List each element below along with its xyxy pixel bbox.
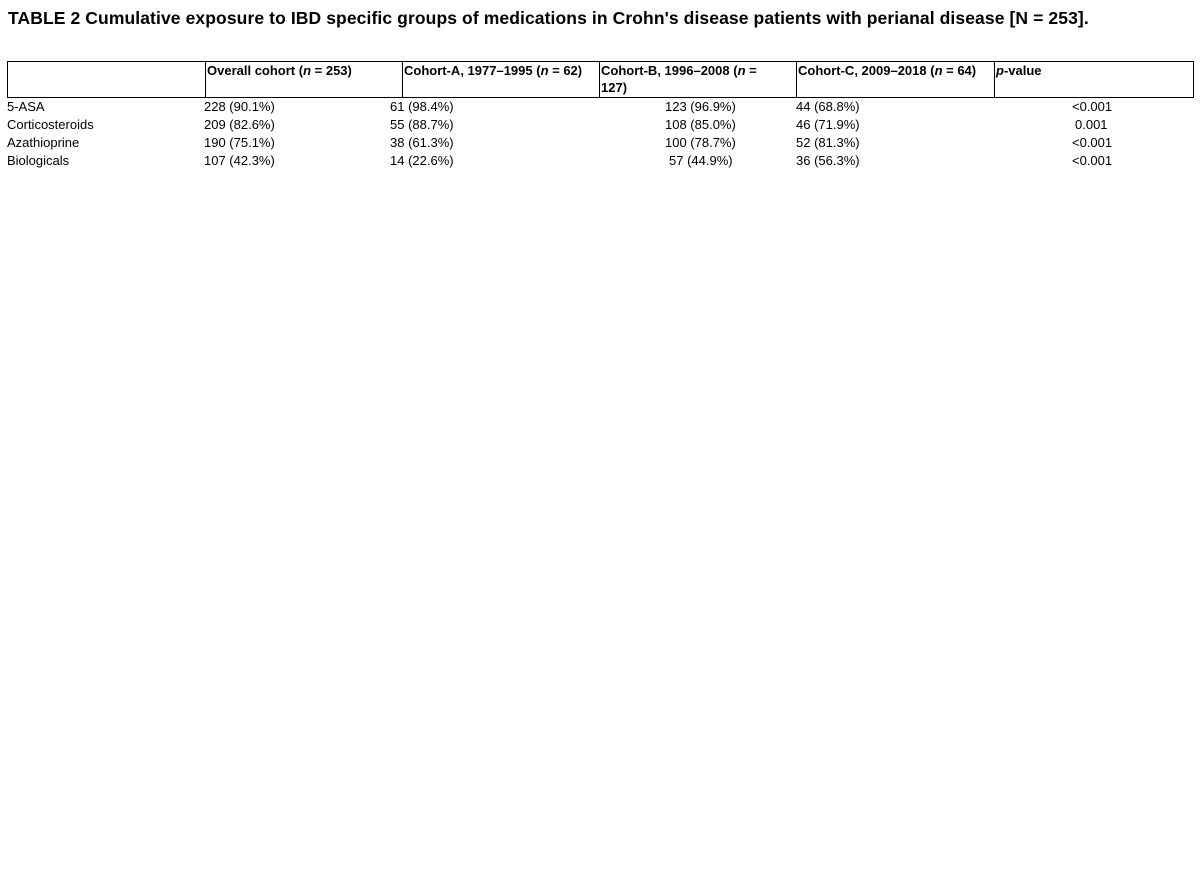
- table-row: 5-ASA 228 (90.1%) 61 (98.4%) 123 (96.9%)…: [7, 98, 1194, 116]
- cell-p-value: <0.001: [1072, 135, 1113, 150]
- cell-cohort-a: 38 (61.3%): [390, 135, 454, 150]
- cell-cohort-c: 44 (68.8%): [796, 99, 860, 114]
- table-row: Azathioprine 190 (75.1%) 38 (61.3%) 100 …: [7, 134, 1194, 152]
- cell-p-value: 0.001: [1075, 117, 1108, 132]
- row-label: Corticosteroids: [7, 117, 94, 132]
- cell-overall: 190 (75.1%): [204, 135, 275, 150]
- cell-cohort-b: 100 (78.7%): [665, 135, 736, 150]
- cell-cohort-a: 61 (98.4%): [390, 99, 454, 114]
- header-cohort-b: Cohort-B, 1996–2008 (n = 127): [599, 61, 796, 98]
- cell-p-value: <0.001: [1072, 99, 1113, 114]
- cell-overall: 107 (42.3%): [204, 153, 275, 168]
- row-label: 5-ASA: [7, 99, 45, 114]
- cell-cohort-b: 123 (96.9%): [665, 99, 736, 114]
- header-cohort-a: Cohort-A, 1977–1995 (n = 62): [402, 61, 599, 98]
- medication-exposure-table: Overall cohort (n = 253) Cohort-A, 1977–…: [7, 61, 1194, 170]
- cell-cohort-a: 55 (88.7%): [390, 117, 454, 132]
- header-label-column: [8, 61, 205, 98]
- cell-cohort-b: 108 (85.0%): [665, 117, 736, 132]
- table-header-row: Overall cohort (n = 253) Cohort-A, 1977–…: [7, 61, 1194, 98]
- header-overall-cohort: Overall cohort (n = 253): [205, 61, 402, 98]
- table-caption: TABLE 2 Cumulative exposure to IBD speci…: [8, 8, 1089, 28]
- cell-overall: 209 (82.6%): [204, 117, 275, 132]
- cell-overall: 228 (90.1%): [204, 99, 275, 114]
- row-label: Azathioprine: [7, 135, 80, 150]
- cell-cohort-c: 46 (71.9%): [796, 117, 860, 132]
- cell-cohort-a: 14 (22.6%): [390, 153, 454, 168]
- table-row: Corticosteroids 209 (82.6%) 55 (88.7%) 1…: [7, 116, 1194, 134]
- header-p-value: p-value: [994, 61, 1193, 98]
- table-row: Biologicals 107 (42.3%) 14 (22.6%) 57 (4…: [7, 152, 1194, 170]
- cell-cohort-c: 52 (81.3%): [796, 135, 860, 150]
- cell-cohort-c: 36 (56.3%): [796, 153, 860, 168]
- cell-p-value: <0.001: [1072, 153, 1113, 168]
- header-cohort-c: Cohort-C, 2009–2018 (n = 64): [796, 61, 994, 98]
- cell-cohort-b: 57 (44.9%): [669, 153, 733, 168]
- table-body: 5-ASA 228 (90.1%) 61 (98.4%) 123 (96.9%)…: [7, 98, 1194, 170]
- row-label: Biologicals: [7, 153, 70, 168]
